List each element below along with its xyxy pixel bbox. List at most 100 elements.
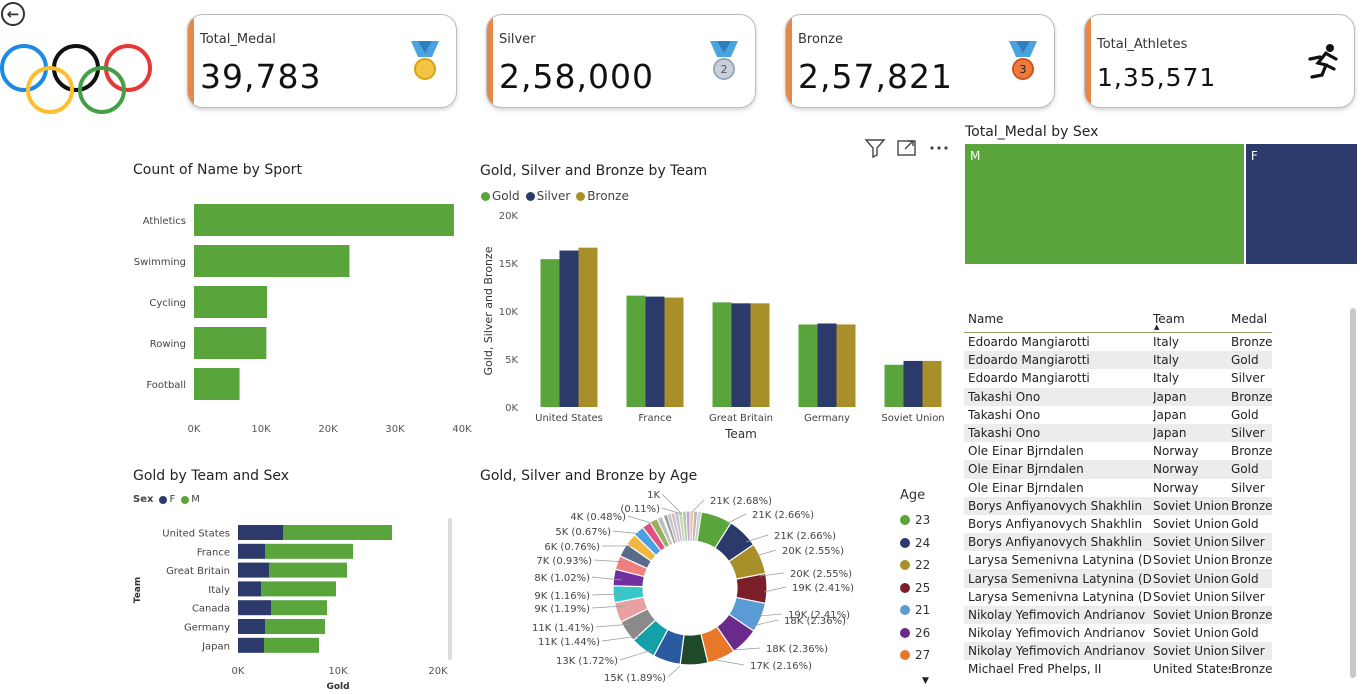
team-bar-bronze[interactable] <box>750 303 770 407</box>
age-legend-item[interactable]: 23 <box>900 509 930 532</box>
age-slice-label: 5K (0.67%) <box>555 527 611 538</box>
team-bar-silver[interactable] <box>817 323 837 407</box>
age-legend-item[interactable]: 21 <box>900 599 930 622</box>
filter-icon[interactable] <box>864 138 886 158</box>
team-bar-gold[interactable] <box>540 259 560 407</box>
table-row[interactable]: Edoardo Mangiarotti Italy Bronze <box>964 333 1273 351</box>
gold-sex-bar-m[interactable] <box>264 637 319 653</box>
team-bar-bronze[interactable] <box>922 360 942 407</box>
legend-scroll-down-icon[interactable]: ▼ <box>922 676 929 686</box>
table-row[interactable]: Takashi Ono Japan Silver <box>964 423 1272 443</box>
age-label-leader <box>591 605 625 609</box>
team-chart-legend: Gold Silver Bronze <box>481 189 629 203</box>
table-row[interactable]: Ole Einar Bjrndalen Norway Gold <box>964 460 1272 479</box>
gold-sex-bar-m[interactable] <box>265 619 325 634</box>
sort-ascending-icon: ▲ <box>1154 323 1160 331</box>
table-row[interactable]: Ole Einar Bjrndalen Norway Silver <box>964 479 1272 497</box>
sport-bar[interactable] <box>194 204 454 236</box>
legend-dot <box>900 560 910 571</box>
gold-sex-scrollbar[interactable] <box>448 518 452 660</box>
gold-sex-bar-m[interactable] <box>265 543 353 559</box>
age-legend-item[interactable]: 27 <box>900 644 930 667</box>
gold-sex-bar-f[interactable] <box>238 619 265 634</box>
gold-sex-bar-f[interactable] <box>238 562 269 578</box>
team-bar-bronze[interactable] <box>836 324 856 407</box>
sex-treemap-tile-m[interactable]: M <box>965 144 1244 264</box>
table-row[interactable]: Edoardo Mangiarotti Italy Gold <box>964 351 1272 370</box>
gold-sex-bar-f[interactable] <box>238 600 271 616</box>
team-y-tick: 20K <box>499 211 519 222</box>
table-row[interactable]: Takashi Ono Japan Gold <box>964 406 1272 424</box>
focus-mode-icon[interactable] <box>896 138 918 158</box>
table-row[interactable]: Larysa Semenivna Latynina (Diriy-)Soviet… <box>964 551 1273 569</box>
age-legend-item[interactable]: 25 <box>900 577 930 600</box>
table-row[interactable]: Borys Anfiyanovych Shakhlin Soviet Union S… <box>964 533 1272 552</box>
gold-sex-bar-f[interactable] <box>238 525 283 540</box>
gold-sex-bar-f[interactable] <box>238 581 261 597</box>
table-cell-name: Borys Anfiyanovych Shakhlin <box>968 516 1143 531</box>
team-bar-gold[interactable] <box>884 364 904 407</box>
table-cell-team: Norway <box>1153 444 1199 459</box>
kpi-card-total-athletes: Total_Athletes 1,35,571 <box>1084 14 1355 108</box>
table-row[interactable]: Michael Fred Phelps, II United States Bron… <box>964 660 1273 678</box>
column-header-name[interactable]: Name <box>968 311 1004 326</box>
back-button[interactable]: ← <box>1 2 25 26</box>
table-row[interactable]: Borys Anfiyanovych Shakhlin Soviet Union B… <box>964 496 1273 515</box>
table-cell-medal: Bronze <box>1231 444 1273 459</box>
sport-bar[interactable] <box>194 327 267 359</box>
sport-bar[interactable] <box>194 286 268 318</box>
silver-medal-icon: 2 <box>710 41 738 80</box>
table-row[interactable]: Takashi Ono Japan Bronze <box>964 387 1273 406</box>
legend-item-f[interactable]: F <box>159 494 175 505</box>
legend-item-bronze[interactable]: Bronze <box>576 189 629 203</box>
sport-bar[interactable] <box>194 245 350 277</box>
gold-sex-bar-m[interactable] <box>269 562 347 578</box>
team-bar-silver[interactable] <box>559 250 579 407</box>
table-row[interactable]: Larysa Semenivna Latynina (Diriy-)Soviet… <box>964 588 1272 606</box>
age-legend-item[interactable]: 22 <box>900 554 930 577</box>
age-legend-item[interactable]: 26 <box>900 622 930 645</box>
team-bar-silver[interactable] <box>903 360 923 407</box>
column-header-medal[interactable]: Medal <box>1231 311 1268 326</box>
table-row[interactable]: Edoardo Mangiarotti Italy Silver <box>964 369 1272 387</box>
age-label-leader <box>627 515 655 525</box>
team-bar-silver[interactable] <box>731 303 751 407</box>
table-row[interactable]: Borys Anfiyanovych Shakhlin Soviet Union G… <box>964 515 1272 533</box>
table-row[interactable]: Nikolay Yefimovich Andrianov Soviet Union… <box>964 624 1272 642</box>
table-cell-team: Norway <box>1153 480 1199 495</box>
age-label-leader <box>591 576 623 581</box>
gold-sex-bar-f[interactable] <box>238 637 264 653</box>
gold-sex-bar-m[interactable] <box>283 525 392 540</box>
more-options-icon[interactable] <box>928 138 950 158</box>
legend-item-silver[interactable]: Silver <box>525 189 570 203</box>
table-row[interactable]: Larysa Semenivna Latynina (Diriy-)Soviet… <box>964 569 1272 588</box>
legend-item-gold[interactable]: Gold <box>481 189 520 203</box>
team-bar-gold[interactable] <box>626 295 646 407</box>
column-header-team[interactable]: Team <box>1153 311 1185 326</box>
kpi-value: 1,35,571 <box>1097 63 1217 92</box>
sport-bar[interactable] <box>194 368 240 400</box>
gold-sex-bar-f[interactable] <box>238 543 265 559</box>
table-cell-team: United States <box>1153 662 1231 677</box>
team-bar-gold[interactable] <box>712 302 732 407</box>
kpi-card-bronze: Bronze 2,57,821 3 <box>785 14 1055 108</box>
team-bar-bronze[interactable] <box>578 247 598 407</box>
table-cell-team: Japan <box>1153 407 1187 422</box>
team-bar-silver[interactable] <box>645 296 665 407</box>
sex-treemap-tile-f[interactable]: F <box>1245 144 1357 264</box>
legend-item-m[interactable]: M <box>181 494 200 505</box>
table-row[interactable]: Nikolay Yefimovich Andrianov Soviet Union… <box>964 605 1273 624</box>
table-cell-name: Ole Einar Bjrndalen <box>968 480 1084 495</box>
table-row[interactable]: Ole Einar Bjrndalen Norway Bronze <box>964 442 1273 460</box>
table-row[interactable]: Nikolay Yefimovich Andrianov Soviet Union… <box>964 642 1272 661</box>
age-donut-slice-small[interactable] <box>694 510 702 542</box>
team-bar-bronze[interactable] <box>664 297 684 407</box>
team-category-label: France <box>638 413 671 424</box>
gold-sex-bar-m[interactable] <box>271 600 327 616</box>
table-scrollbar[interactable] <box>1350 308 1356 678</box>
age-legend-item[interactable]: 24 <box>900 532 930 555</box>
team-bar-gold[interactable] <box>798 324 818 407</box>
gold-sex-bar-m[interactable] <box>261 581 336 597</box>
age-legend-label: 27 <box>915 648 931 663</box>
age-chart-title: Gold, Silver and Bronze by Age <box>480 468 698 484</box>
